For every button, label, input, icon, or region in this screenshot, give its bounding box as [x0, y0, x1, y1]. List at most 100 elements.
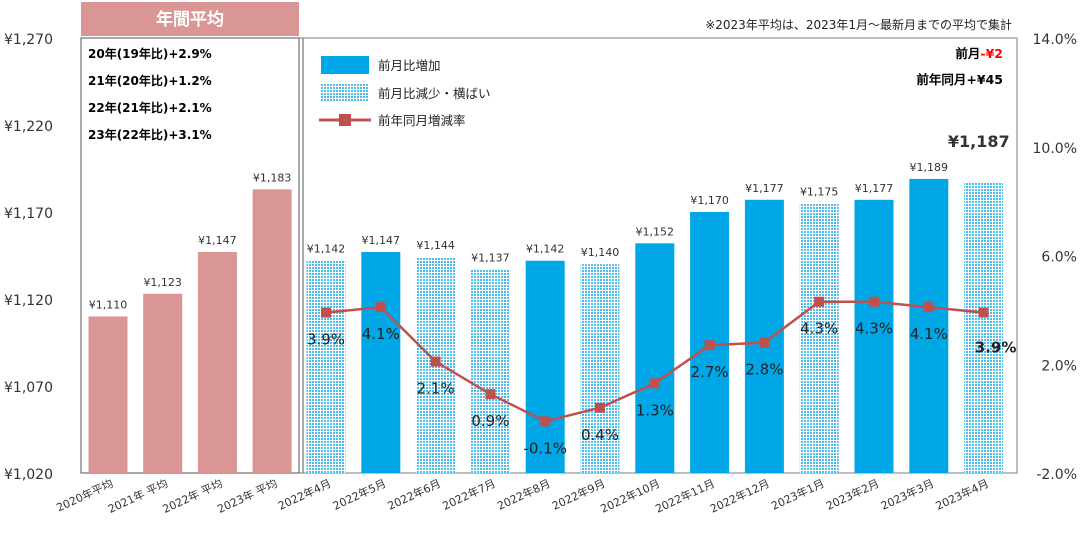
yoy-rate-marker [869, 296, 879, 307]
right-tick-label: 14.0% [1033, 32, 1077, 48]
yoy-rate-marker [704, 340, 715, 351]
left-tick-label: ¥1,120 [4, 293, 53, 309]
growth-note: 21年(20年比)+1.2% [88, 73, 212, 88]
monthly-value-label: ¥1,137 [471, 251, 510, 264]
annual-bar [143, 293, 183, 473]
x-tick-label: 2022年4月 [276, 476, 334, 513]
monthly-value-label: ¥1,152 [636, 225, 675, 238]
monthly-value-label: ¥1,177 [745, 182, 784, 195]
annual-bar [88, 316, 128, 473]
yoy-rate-label: 0.4% [581, 426, 619, 444]
monthly-value-label: ¥1,177 [855, 182, 894, 195]
monthly-bar [580, 264, 620, 473]
x-tick-label: 2022年5月 [330, 476, 388, 513]
monthly-value-label: ¥1,144 [416, 239, 455, 252]
monthly-value-label-latest: ¥1,187 [948, 132, 1010, 151]
monthly-value-label: ¥1,147 [362, 234, 401, 247]
yoy-rate-label: 2.1% [417, 380, 455, 398]
monthly-bar [744, 199, 784, 473]
legend-label-decrease: 前月比減少・横ばい [378, 86, 491, 101]
monthly-bar [964, 182, 1004, 474]
monthly-bar [635, 243, 675, 473]
x-tick-label: 2023年4月 [933, 476, 991, 513]
yoy-rate-marker [321, 307, 331, 318]
monthly-bar [470, 269, 510, 473]
left-tick-label: ¥1,070 [4, 380, 53, 396]
monthly-bar [525, 260, 565, 473]
yoy-rate-marker [814, 296, 825, 307]
yoy-rate-label: 1.3% [636, 401, 674, 419]
monthly-value-label: ¥1,140 [581, 246, 620, 259]
yoy-rate-marker [759, 337, 770, 348]
annual-panel-header [81, 2, 299, 36]
monthly-value-label: ¥1,142 [526, 243, 565, 256]
legend-marker-rate [339, 114, 351, 126]
x-tick-label: 2022年10月 [598, 476, 662, 516]
monthly-bar [909, 178, 949, 473]
legend-label-increase: 前月比増加 [378, 58, 441, 73]
left-axis: ¥1,270 ¥1,220 ¥1,170 ¥1,120 ¥1,070 ¥1,020 [4, 32, 53, 483]
yoy-rate-line: 3.9% 4.1% 2.1% 0.9% -0.1% 0.4% 1.3% 2.7% 2.8% 4.3… [307, 296, 1017, 457]
right-axis: 14.0% 10.0% 6.0% 2.0% -2.0% [1033, 32, 1077, 483]
yoy-annotation: 前年同月+¥45 [916, 72, 1003, 87]
annual-bar [252, 189, 292, 473]
x-tick-label: 2022年 平均 [160, 476, 224, 516]
annual-value-label: ¥1,183 [253, 171, 292, 184]
yoy-rate-label: 4.3% [855, 320, 893, 338]
yoy-rate-label: 0.9% [471, 412, 509, 430]
x-tick-label: 2023年3月 [878, 476, 936, 513]
growth-notes: 20年(19年比)+2.9% 21年(20年比)+1.2% 22年(21年比)+… [88, 46, 212, 142]
right-tick-label: 2.0% [1041, 358, 1077, 374]
monthly-value-label: ¥1,189 [910, 161, 949, 174]
left-tick-label: ¥1,220 [4, 119, 53, 135]
yoy-rate-label-latest: 3.9% [975, 339, 1017, 357]
monthly-value-label: ¥1,142 [307, 243, 346, 256]
yoy-rate-marker [485, 389, 496, 400]
yoy-rate-marker [540, 416, 551, 427]
yoy-rate-marker [375, 302, 386, 313]
monthly-value-label: ¥1,175 [800, 185, 839, 198]
x-tick-label: 2022年6月 [385, 476, 443, 513]
left-tick-label: ¥1,170 [4, 206, 53, 222]
x-tick-label: 2021年 平均 [106, 476, 170, 516]
x-tick-label: 2023年 平均 [215, 476, 279, 516]
yoy-rate-label: 4.1% [362, 325, 400, 343]
right-tick-label: 10.0% [1033, 141, 1077, 157]
yoy-rate-marker [649, 378, 660, 389]
left-tick-label: ¥1,020 [4, 467, 53, 483]
annual-value-label: ¥1,110 [89, 298, 128, 311]
x-tick-label: 2022年8月 [495, 476, 553, 513]
right-tick-label: 6.0% [1041, 250, 1077, 266]
yoy-rate-label: -0.1% [523, 439, 567, 457]
mom-annotation: 前月-¥2 [955, 46, 1003, 61]
yoy-rate-label: 2.7% [691, 363, 729, 381]
monthly-bars: ¥1,142 ¥1,147 ¥1,144 ¥1,137 ¥1,142 ¥1,140 ¥1,1… [306, 132, 1010, 474]
yoy-rate-label: 4.3% [800, 320, 838, 338]
x-tick-label: 2022年7月 [440, 476, 498, 513]
annual-bars: ¥1,110 ¥1,123 ¥1,147 ¥1,183 [88, 171, 292, 473]
legend: 前月比増加 前月比減少・横ばい 前年同月増減率 [319, 56, 491, 128]
x-tick-label: 2020年平均 [54, 476, 115, 514]
monthly-bar [306, 260, 346, 473]
annual-value-label: ¥1,123 [143, 276, 182, 289]
growth-note: 22年(21年比)+2.1% [88, 100, 212, 115]
legend-label-rate: 前年同月増減率 [378, 113, 466, 128]
annual-panel-title: 年間平均 [156, 9, 224, 30]
annual-bar [197, 252, 237, 473]
legend-swatch-decrease [321, 84, 369, 102]
left-tick-label: ¥1,270 [4, 32, 53, 48]
right-tick-label: -2.0% [1036, 467, 1077, 483]
yoy-rate-label: 2.8% [745, 361, 783, 379]
monthly-bar [854, 199, 894, 473]
annual-value-label: ¥1,147 [198, 234, 237, 247]
x-tick-label: 2022年9月 [550, 476, 608, 513]
x-tick-label: 2023年2月 [824, 476, 882, 513]
legend-swatch-increase [321, 56, 369, 74]
x-tick-label: 2022年12月 [708, 476, 772, 516]
monthly-value-label: ¥1,170 [690, 194, 729, 207]
average-note: ※2023年平均は、2023年1月～最新月までの平均で集計 [705, 17, 1012, 32]
monthly-bar [361, 252, 401, 473]
yoy-rate-label: 3.9% [307, 331, 345, 349]
